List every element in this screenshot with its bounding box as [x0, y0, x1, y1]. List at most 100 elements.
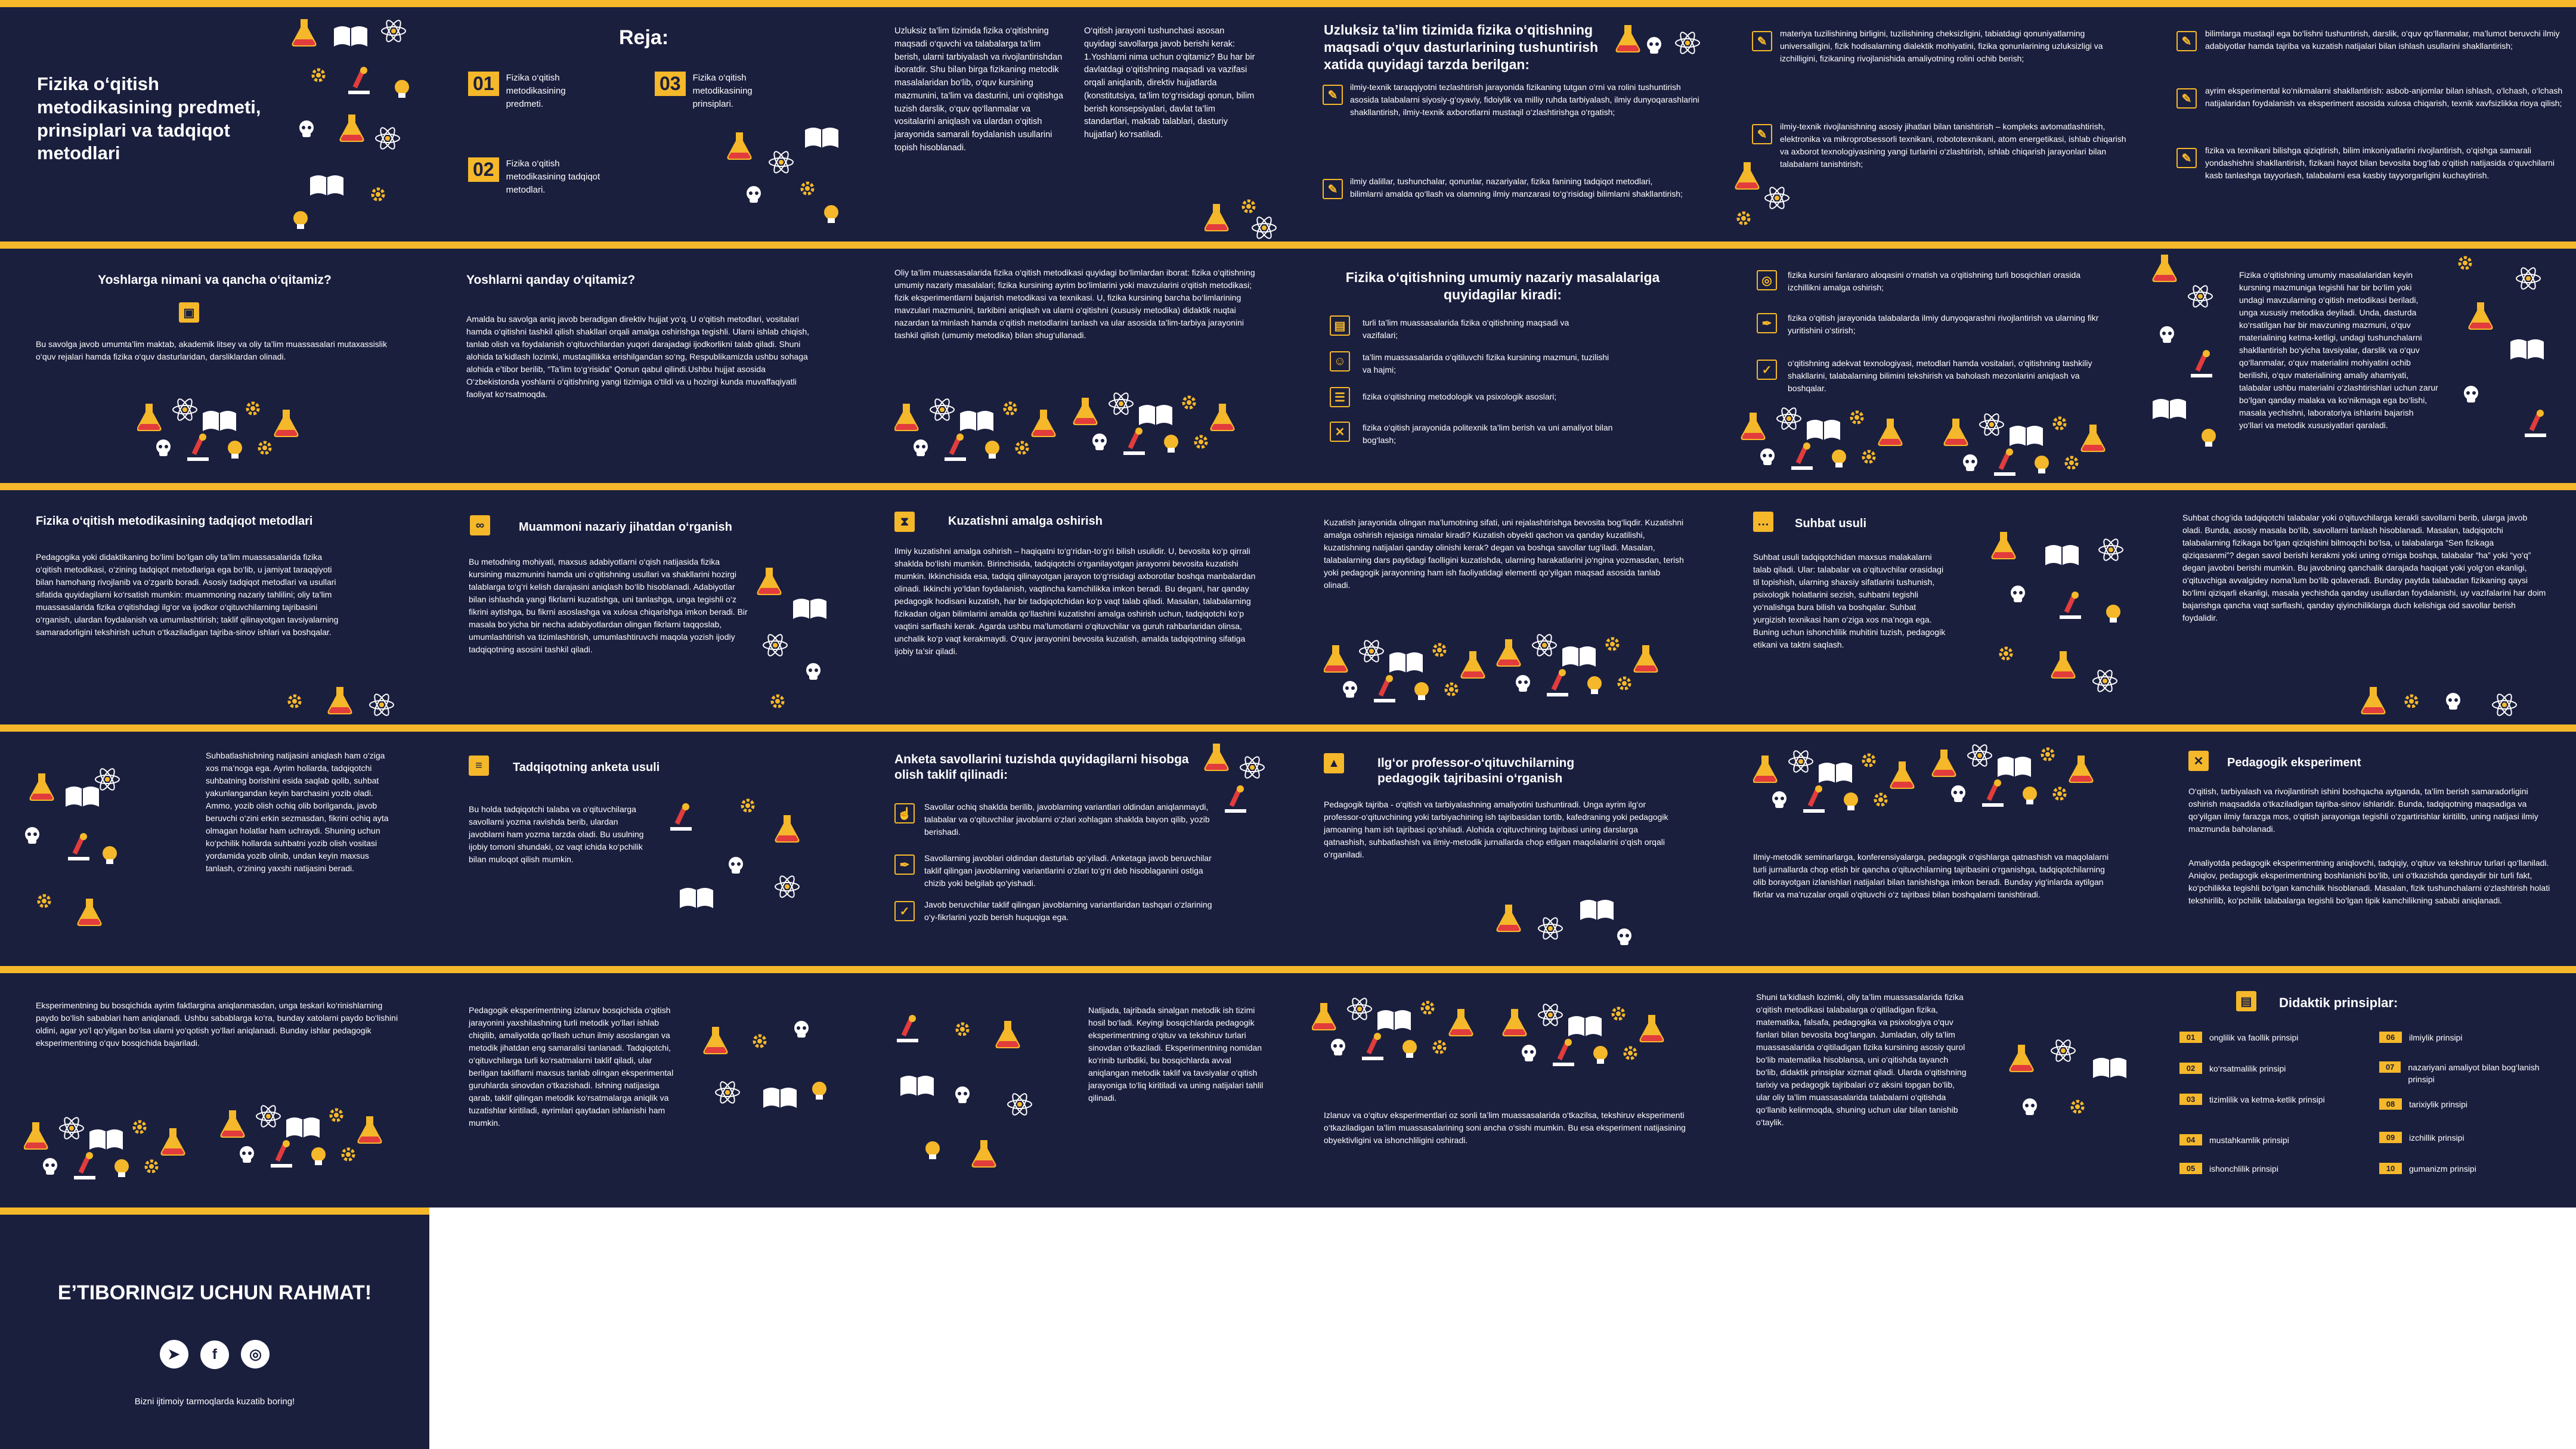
slide-4-goals[interactable]: Uzluksiz ta’lim tizimida fizika o‘qitish…: [1288, 0, 1717, 242]
list-item-text: Savollarning javoblari oldindan dasturla…: [924, 853, 1212, 888]
science-doodle-icon: [727, 127, 839, 223]
science-doodle-icon: [25, 766, 120, 926]
thank-you-title: E’TIBORINGIZ UCHUN RAHMAT!: [57, 1281, 372, 1304]
slide-11-theory[interactable]: ◎ fizika kursini fanlararo aloqasini o‘r…: [1717, 242, 2147, 483]
science-doodle-icon: [2009, 1038, 2127, 1115]
checklist-icon: ✎: [1752, 124, 1772, 144]
hourglass-icon: ⧗: [894, 512, 915, 532]
slide-25-experiment-stage[interactable]: Eksperimentning bu bosqichida ayrim fakt…: [0, 966, 429, 1208]
telegram-icon[interactable]: ➤: [159, 1340, 188, 1368]
slide-31-thank-you[interactable]: E’TIBORINGIZ UCHUN RAHMAT! ➤ f ◎ Bizni i…: [0, 1208, 429, 1449]
list-item-text: fizika o‘qitish jarayonida talabalarda i…: [1788, 313, 2099, 335]
principle-number: 01: [2179, 1032, 2202, 1043]
principle-item: 09 izchillik prinsipi: [2379, 1132, 2558, 1144]
checklist-icon: ✎: [2176, 148, 2197, 168]
tools-icon: ✕: [1330, 422, 1350, 442]
slide-18-interview-questions[interactable]: Suhbat chog‘ida tadqiqotchi talabalar yo…: [2147, 483, 2576, 724]
principle-number: 02: [2179, 1063, 2202, 1074]
principle-text: onglilik va faollik prinsipi: [2209, 1033, 2299, 1042]
body-text: Suhbat usuli tadqiqotchidan maxsus malak…: [1753, 552, 1946, 649]
slide-heading: Uzluksiz ta’lim tizimida fizika o‘qitish…: [1324, 22, 1599, 72]
slide-21-questionnaire-tips[interactable]: Anketa savollarini tuzishda quyidagilarn…: [859, 724, 1288, 966]
goal-item-text: materiya tuzilishining birligini, tuzili…: [1780, 29, 2103, 63]
slide-3-purpose[interactable]: Uzluksiz ta’lim tizimida fizika o‘qitish…: [859, 0, 1288, 242]
science-doodle-icon: [2152, 255, 2216, 447]
slide-28-verification[interactable]: Izlanuv va o‘qituv eksperimentlari oz so…: [1288, 966, 1717, 1208]
body-text: Bu metodning mohiyati, maxsus adabiyotla…: [469, 557, 748, 654]
body-text: O‘qitish, tarbiyalash va rivojlantirish …: [2188, 787, 2538, 834]
slide-5-goals[interactable]: ✎ materiya tuzilishining birligini, tuzi…: [1717, 0, 2147, 242]
slide-19-interview-results[interactable]: Suhbatlashishning natijasini aniqlash ha…: [0, 724, 429, 966]
slide-1-title[interactable]: Fizika o‘qitish metodikasining predmeti,…: [0, 0, 429, 242]
goal-item-text: ilmiy-texnik rivojlanishning asosiy jiha…: [1780, 122, 2126, 169]
slide-30-didactic-principles[interactable]: ▤ Didaktik prinsiplar: 01 onglilik va fao…: [2147, 966, 2576, 1208]
science-doodle-icon: [1753, 744, 2123, 827]
slide-22-advanced-experience[interactable]: ▲ Ilg‘or professor-o‘qituvchilarning ped…: [1288, 724, 1717, 966]
slide-heading: Ilg‘or professor-o‘qituvchilarning pedag…: [1377, 756, 1575, 786]
slide-12-private-methods[interactable]: Fizika o‘qitishning umumiy masalalaridan…: [2147, 242, 2576, 483]
list-item-text: fizika o‘qitish jarayonida politexnik ta…: [1363, 423, 1613, 445]
instagram-icon[interactable]: ◎: [241, 1340, 270, 1368]
body-text: Bu holda tadqiqotchi talaba va o‘qituvch…: [469, 804, 644, 864]
book-icon: ▤: [1330, 315, 1350, 336]
slide-20-questionnaire[interactable]: ≡ Tadqiqotning anketa usuli Bu holda tad…: [429, 724, 859, 966]
goal-item-text: fizika va texnikani bilishga qiziqtirish…: [2205, 145, 2555, 180]
list-item-text: fizika kursini fanlararo aloqasini o‘rna…: [1788, 270, 2081, 292]
body-text: Eksperimentning bu bosqichida ayrim fakt…: [36, 1001, 398, 1048]
checklist-icon: ✎: [1323, 179, 1343, 199]
slide-29-connections[interactable]: Shuni ta’kidlash lozimki, oliy ta’lim mu…: [1717, 966, 2147, 1208]
principle-number: 06: [2379, 1032, 2402, 1043]
plan-item-text: Fizika o‘qitish metodikasining predmeti.: [506, 73, 566, 109]
science-doodle-icon: [1991, 532, 2123, 694]
principle-number: 07: [2379, 1061, 2401, 1073]
slide-heading: Tadqiqotning anketa usuli: [513, 761, 660, 774]
plan-item-number: 01: [468, 72, 499, 96]
slide-7-what[interactable]: Yoshlarga nimani va qancha o‘qitamiz? ▣ …: [0, 242, 429, 483]
book-icon: ▤: [2236, 991, 2256, 1011]
facebook-icon[interactable]: f: [200, 1340, 229, 1369]
science-doodle-icon: [280, 687, 394, 718]
slide-heading: Suhbat usuli: [1795, 517, 1866, 530]
principle-item: 05 ishonchlilik prinsipi: [2179, 1163, 2370, 1175]
slide-26-search-stage[interactable]: Pedagogik eksperimentning izlanuv bosqic…: [429, 966, 859, 1208]
body-text: Suhbatlashishning natijasini aniqlash ha…: [206, 751, 389, 873]
science-doodle-icon: [1729, 407, 2141, 483]
slide-6-goals[interactable]: ✎ bilimlarga mustaqil ega bo‘lishni tush…: [2147, 0, 2576, 242]
body-text: Ilmiy-metodik seminarlarga, konferensiya…: [1753, 852, 2109, 899]
science-doodle-icon: [292, 18, 409, 229]
slide-9-structure[interactable]: Oliy ta’lim muassasalarida fizika o‘qiti…: [859, 242, 1288, 483]
checklist-icon: ✓: [894, 901, 915, 921]
slide-16-observation-plan[interactable]: Kuzatish jarayonida olingan ma’lumotning…: [1288, 483, 1717, 724]
list-item-text: Javob beruvchilar taklif qilingan javobl…: [924, 900, 1212, 922]
principle-text: tizimlilik va ketma-ketlik prinsipi: [2209, 1095, 2325, 1104]
chat-icon: ☰: [1330, 387, 1350, 407]
slide-8-how[interactable]: Yoshlarni qanday o‘qitamiz? Amalda bu sa…: [429, 242, 859, 483]
plan-item: 02 Fizika o‘qitish metodikasining tadqiq…: [468, 157, 602, 196]
slide-14-theoretical-study[interactable]: ∞ Muammoni nazariy jihatdan o‘rganish Bu…: [429, 483, 859, 724]
slide-17-interview[interactable]: … Suhbat usuli Suhbat usuli tadqiqotchid…: [1717, 483, 2147, 724]
science-doodle-icon: [1312, 985, 1693, 1098]
principle-text: gumanizm prinsipi: [2409, 1164, 2476, 1174]
slide-23-seminars[interactable]: Ilmiy-metodik seminarlarga, konferensiya…: [1717, 724, 2147, 966]
slide-13-research-methods[interactable]: Fizika o‘qitish metodikasining tadqiqot …: [0, 483, 429, 724]
body-text: Izlanuv va o‘qituv eksperimentlari oz so…: [1324, 1110, 1686, 1145]
slide-heading: Kuzatishni amalga oshirish: [948, 515, 1103, 528]
slide-27-results[interactable]: Natijada, tajribada sinalgan metodik ish…: [859, 966, 1288, 1208]
principle-number: 04: [2179, 1134, 2202, 1145]
science-doodle-icon: [757, 568, 827, 724]
slide-10-theory[interactable]: Fizika o‘qitishning umumiy nazariy masal…: [1288, 242, 1717, 483]
principle-item: 04 mustahkamlik prinsipi: [2179, 1134, 2370, 1146]
body-text: Kuzatish jarayonida olingan ma’lumotning…: [1324, 518, 1684, 590]
social-links: ➤ f ◎: [0, 1340, 429, 1369]
principle-item: 06 ilmiylik prinsipi: [2379, 1032, 2558, 1044]
mouse-icon: ◎: [1757, 270, 1777, 290]
principle-number: 09: [2379, 1132, 2402, 1143]
science-doodle-icon: [894, 392, 1276, 481]
slide-2-plan[interactable]: Reja: 01 Fizika o‘qitish metodikasining …: [429, 0, 859, 242]
plan-item-number: 03: [655, 72, 686, 96]
slide-15-observation[interactable]: ⧗ Kuzatishni amalga oshirish Ilmiy kuzat…: [859, 483, 1288, 724]
slide-heading: Pedagogik eksperiment: [2227, 756, 2361, 769]
slide-24-pedagogical-experiment[interactable]: ✕ Pedagogik eksperiment O‘qitish, tarbiy…: [2147, 724, 2576, 966]
form-icon: ≡: [469, 756, 489, 776]
